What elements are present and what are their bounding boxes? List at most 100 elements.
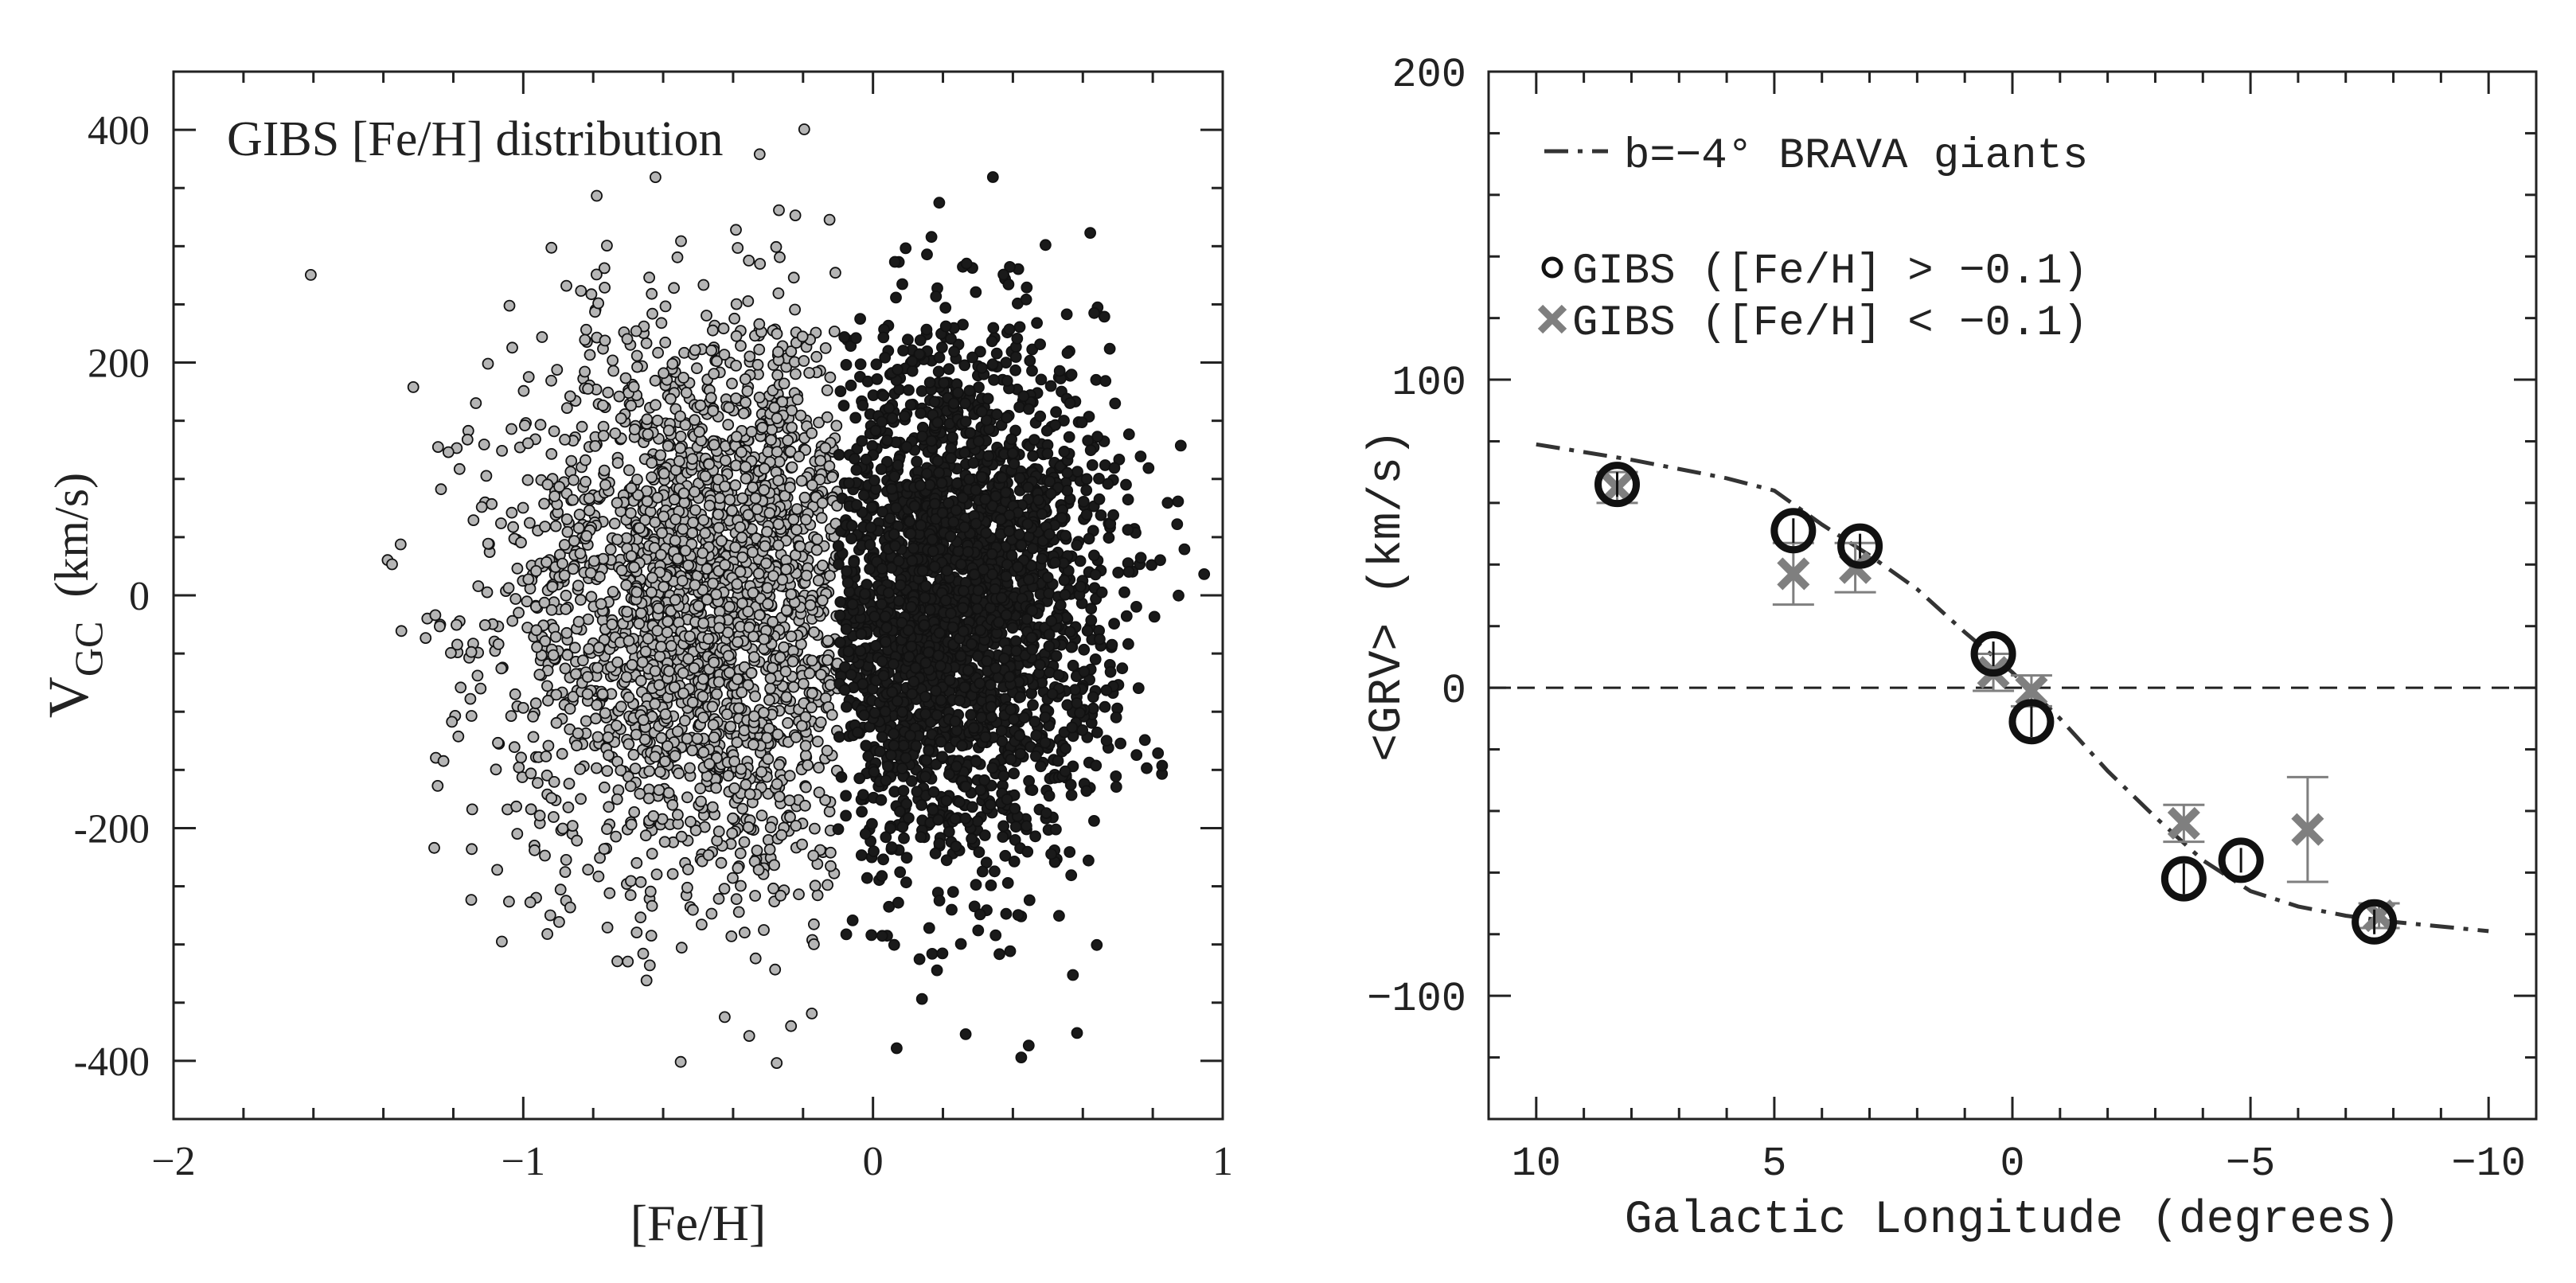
data-point <box>1006 622 1019 634</box>
data-point <box>1009 802 1021 815</box>
data-point <box>740 396 751 409</box>
data-point <box>717 322 730 335</box>
data-point <box>948 345 960 358</box>
data-point <box>420 632 432 644</box>
data-point <box>918 618 931 631</box>
data-point <box>1198 568 1211 580</box>
data-point <box>762 753 775 766</box>
data-point <box>643 765 656 778</box>
data-point <box>755 766 767 778</box>
data-point <box>970 517 982 530</box>
data-point <box>1064 778 1077 791</box>
data-point <box>630 325 642 337</box>
data-point <box>832 823 845 836</box>
data-point <box>1076 724 1089 736</box>
data-point <box>832 540 845 552</box>
data-point <box>962 545 974 558</box>
data-point <box>1017 390 1030 403</box>
data-point <box>707 719 720 731</box>
data-point <box>1067 659 1079 672</box>
data-point <box>933 626 946 639</box>
data-point <box>630 349 643 362</box>
data-point <box>936 751 949 763</box>
data-point <box>965 708 978 721</box>
data-point <box>628 561 640 574</box>
data-point <box>686 696 699 708</box>
data-point <box>809 822 821 835</box>
data-point <box>610 830 623 843</box>
data-point <box>904 399 917 411</box>
data-point <box>958 521 970 533</box>
data-point <box>699 527 712 540</box>
data-point <box>564 390 576 403</box>
data-point <box>1001 411 1013 424</box>
data-point <box>1086 459 1099 471</box>
data-point <box>874 745 886 758</box>
data-point <box>650 171 662 184</box>
data-point <box>572 615 585 628</box>
data-point <box>864 539 876 551</box>
data-point <box>794 540 806 552</box>
data-point <box>894 805 906 817</box>
data-point <box>428 841 440 854</box>
data-point <box>945 452 957 464</box>
data-point <box>1142 462 1155 474</box>
data-point <box>1120 478 1132 491</box>
data-point <box>682 864 694 875</box>
data-point <box>995 724 1008 737</box>
data-point <box>761 525 773 538</box>
data-point <box>857 399 869 411</box>
data-point <box>751 358 764 371</box>
data-point <box>625 550 638 562</box>
data-point <box>981 655 993 667</box>
data-point <box>865 929 878 942</box>
data-point <box>753 391 766 404</box>
data-point <box>579 365 591 378</box>
data-point <box>1130 601 1142 613</box>
data-point <box>815 512 828 525</box>
data-point <box>522 573 535 586</box>
data-point <box>760 557 772 570</box>
data-point <box>720 454 732 466</box>
data-point <box>541 556 552 568</box>
data-point <box>590 712 602 725</box>
data-point <box>545 792 558 805</box>
data-point <box>919 691 931 703</box>
data-point <box>888 739 900 751</box>
data-point <box>894 579 907 591</box>
data-point <box>524 896 537 909</box>
data-point <box>623 738 635 751</box>
data-point <box>544 909 556 922</box>
data-point <box>856 435 868 447</box>
data-point <box>647 810 660 822</box>
data-point <box>796 330 809 343</box>
data-point <box>896 278 908 291</box>
data-point <box>814 454 826 467</box>
data-point <box>607 354 619 367</box>
data-point <box>572 727 584 739</box>
data-point <box>710 588 723 601</box>
data-point <box>681 732 693 745</box>
data-point <box>764 682 776 695</box>
data-point <box>654 766 666 778</box>
data-point <box>1061 347 1074 359</box>
data-point <box>676 575 689 587</box>
data-point <box>846 598 859 610</box>
data-point <box>675 235 687 248</box>
data-point <box>998 652 1010 665</box>
data-point <box>732 906 745 918</box>
data-point <box>745 667 758 679</box>
data-point <box>1104 665 1117 678</box>
data-point <box>791 393 804 406</box>
data-point <box>1118 586 1130 599</box>
data-point <box>531 641 543 653</box>
data-point <box>892 363 904 376</box>
data-point <box>1067 969 1079 981</box>
data-point <box>896 821 909 833</box>
data-point <box>562 801 575 813</box>
data-point <box>908 500 921 513</box>
data-point <box>1178 543 1191 556</box>
data-point <box>727 872 739 884</box>
data-point <box>1001 375 1013 387</box>
data-point <box>580 475 591 488</box>
